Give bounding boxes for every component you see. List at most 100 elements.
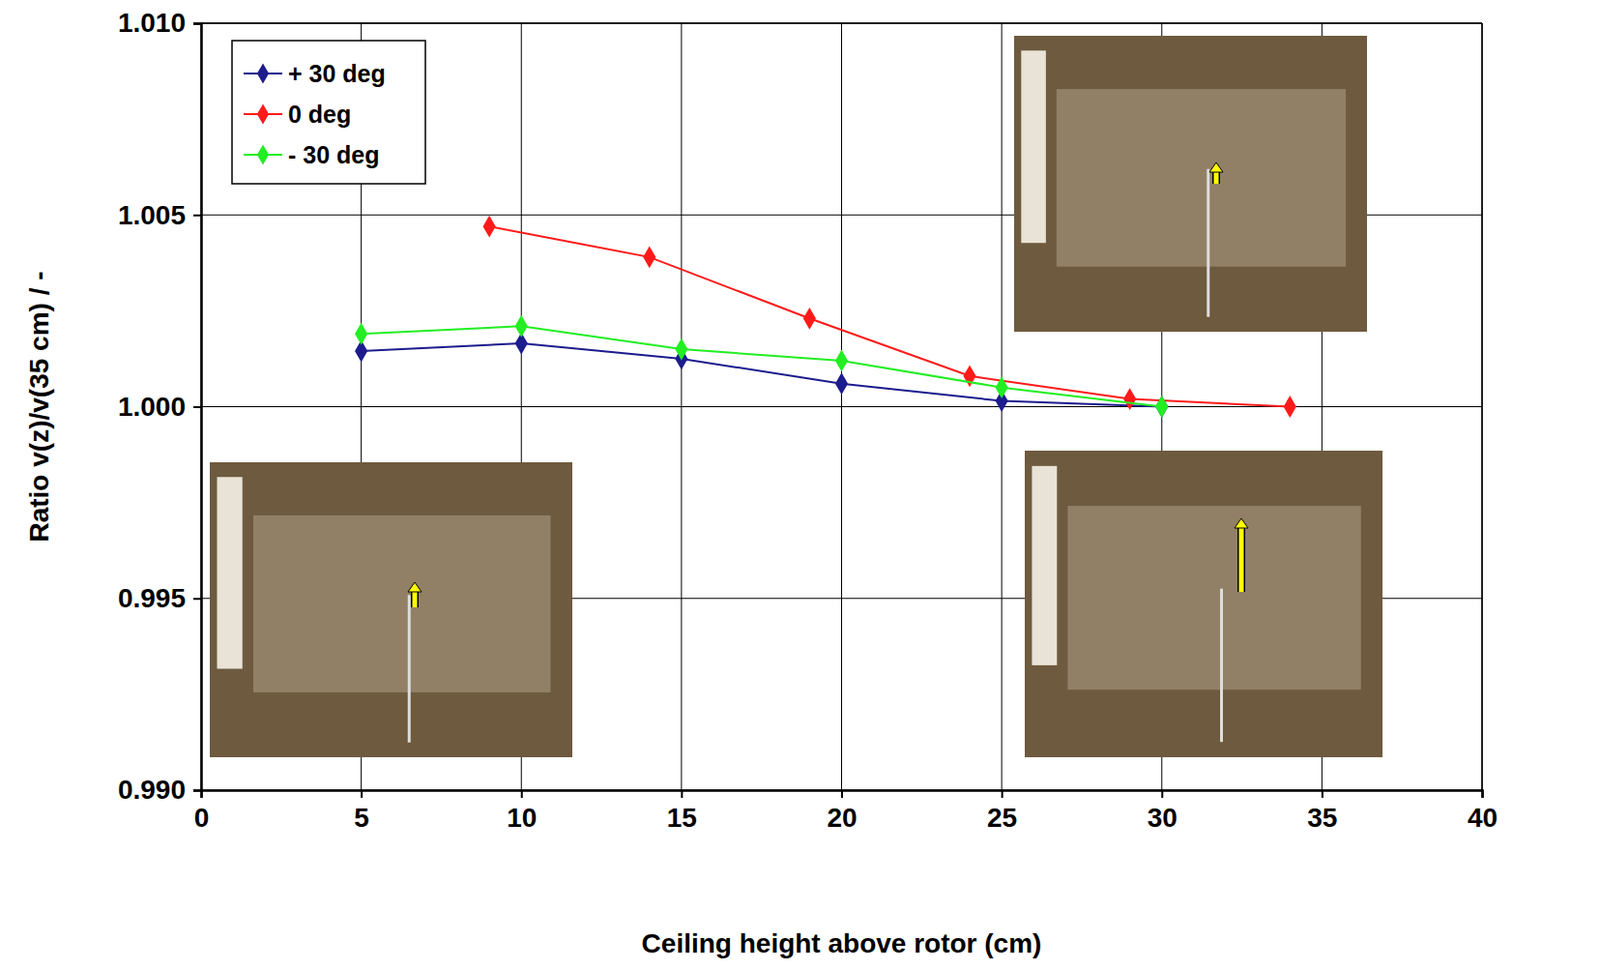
photo-background	[1014, 35, 1368, 332]
legend: + 30 deg 0 deg - 30 deg	[232, 40, 426, 184]
tick-mark	[1001, 789, 1004, 798]
tick-mark	[193, 406, 202, 408]
legend-box	[232, 40, 426, 184]
photo-mast	[407, 594, 411, 743]
x-axis-title: Ceiling height above rotor (cm)	[641, 928, 1043, 959]
photo-cylinder	[1031, 465, 1057, 666]
tick-label: 0.995	[117, 582, 186, 613]
tick-label: 1.010	[117, 7, 186, 38]
arrow-head	[407, 581, 422, 592]
tick-label: 5	[353, 802, 370, 833]
arrow	[1239, 525, 1245, 592]
grid-line	[201, 23, 1483, 25]
tick-mark	[193, 597, 202, 600]
tick: 20	[826, 789, 857, 833]
tick: 35	[1307, 789, 1338, 833]
tick-label: 1.000	[117, 391, 186, 422]
tick-mark	[360, 789, 363, 798]
point	[835, 372, 848, 395]
photo-background	[209, 462, 573, 757]
point	[803, 307, 816, 330]
photo-background	[1024, 450, 1383, 757]
photo	[209, 462, 573, 757]
point	[1283, 395, 1297, 418]
tick-label: 15	[667, 802, 698, 833]
tick: 1.005	[117, 200, 202, 231]
tick-mark	[1321, 789, 1324, 798]
tick: 1.010	[117, 7, 202, 38]
photo-mast	[1220, 588, 1223, 743]
tick: 0.995	[117, 582, 202, 613]
tick-label: 35	[1307, 802, 1338, 833]
photo-wind-tunnel	[1067, 505, 1361, 690]
tick: 10	[506, 789, 537, 833]
point	[674, 338, 688, 361]
photo-wind-tunnel	[1056, 88, 1346, 267]
tick-label: 30	[1147, 802, 1178, 833]
point	[835, 349, 848, 373]
tick-mark	[521, 789, 524, 798]
point	[483, 215, 496, 238]
photo	[1014, 35, 1368, 332]
arrow-outline	[1237, 525, 1246, 592]
legend-marker	[257, 103, 269, 124]
tick: 25	[987, 789, 1018, 833]
tick-label: 40	[1467, 802, 1498, 833]
tick-label: 0.990	[117, 774, 186, 805]
point	[354, 322, 368, 346]
legend-marker	[257, 62, 269, 84]
arrow-head	[1234, 518, 1249, 528]
tick-label: 1.005	[117, 200, 186, 231]
tick-mark	[193, 23, 202, 26]
tick-label: 20	[826, 802, 857, 833]
arrow-head	[1209, 162, 1223, 173]
frame	[201, 22, 1483, 25]
chart: 0 5 10 15 20 25 30 35 40 0.990 0.995 1.000 1.005 1.01…	[0, 0, 1600, 970]
tick-label: 25	[987, 802, 1018, 833]
tick-mark	[193, 789, 202, 792]
tick: 0	[194, 789, 210, 833]
series-line	[361, 343, 1163, 407]
point	[1155, 395, 1168, 418]
point	[642, 245, 656, 268]
tick: 15	[667, 789, 698, 833]
arrow	[412, 589, 418, 608]
photo-cylinder	[217, 476, 243, 669]
y-axis-title: Ratio v(z)/v(35 cm) / -	[24, 270, 55, 542]
frame	[1481, 23, 1484, 790]
axis-line	[202, 790, 1484, 799]
x-axis: 0 5 10 15 20 25 30 35 40	[194, 789, 1498, 833]
photo-mast	[1206, 169, 1210, 318]
point	[1155, 395, 1168, 418]
tick-label: 10	[506, 802, 537, 833]
series-line	[361, 325, 1163, 407]
tick: 1.000	[117, 391, 202, 422]
point	[995, 376, 1009, 399]
tick-mark	[1482, 789, 1484, 798]
legend-label: 0 deg	[288, 100, 351, 128]
point	[515, 315, 528, 338]
grid-line	[1482, 23, 1484, 790]
photo-insets	[209, 35, 1383, 757]
tick-mark	[680, 789, 683, 798]
y-axis: 0.990 0.995 1.000 1.005 1.010	[117, 7, 203, 805]
tick-mark	[841, 789, 844, 798]
tick: 0.990	[117, 774, 202, 805]
legend-label: - 30 deg	[288, 141, 379, 169]
tick-mark	[193, 214, 202, 217]
legend-label: + 30 deg	[288, 59, 386, 88]
point	[1123, 387, 1136, 410]
legend-marker	[257, 144, 269, 165]
plot: 0 5 10 15 20 25 30 35 40 0.990 0.995 1.000 1.005 1.01…	[117, 7, 1498, 832]
photo	[1024, 450, 1383, 757]
photo-cylinder	[1020, 50, 1047, 243]
tick-label: 0	[194, 802, 210, 833]
tick-mark	[1161, 789, 1164, 798]
tick: 5	[353, 789, 370, 833]
tick: 40	[1467, 789, 1498, 833]
grid	[201, 23, 1483, 790]
axis-line	[193, 24, 203, 791]
tick: 30	[1147, 789, 1178, 833]
arrow-outline	[410, 589, 419, 608]
photo-wind-tunnel	[253, 515, 552, 693]
